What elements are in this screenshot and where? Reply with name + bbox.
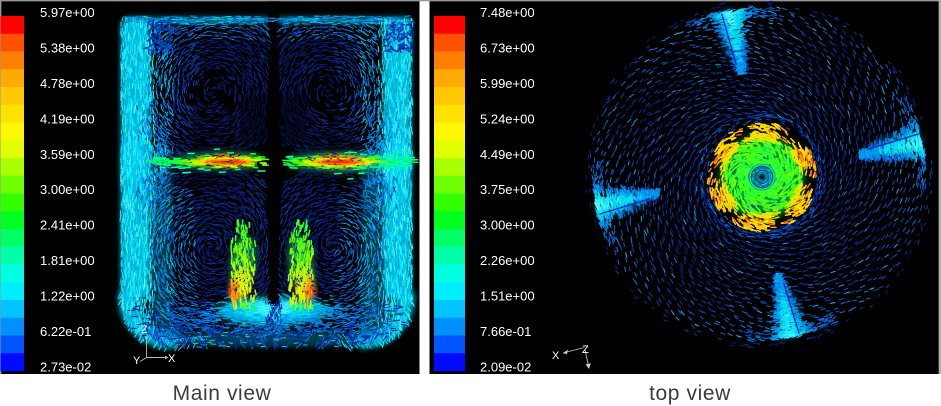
svg-text:3.00e+00: 3.00e+00 — [40, 182, 95, 197]
svg-text:2.09e-02: 2.09e-02 — [480, 360, 531, 375]
svg-text:6.22e-01: 6.22e-01 — [40, 324, 91, 339]
svg-text:X: X — [552, 350, 560, 362]
svg-text:top view: top view — [649, 382, 731, 405]
svg-text:2.73e-02: 2.73e-02 — [40, 360, 91, 375]
svg-text:4.49e+00: 4.49e+00 — [480, 147, 535, 162]
svg-text:3.59e+00: 3.59e+00 — [40, 147, 95, 162]
svg-text:5.24e+00: 5.24e+00 — [480, 111, 535, 126]
svg-text:7.48e+00: 7.48e+00 — [480, 5, 535, 20]
svg-text:3.00e+00: 3.00e+00 — [480, 218, 535, 233]
svg-text:1.51e+00: 1.51e+00 — [480, 289, 535, 304]
svg-text:7.66e-01: 7.66e-01 — [480, 324, 531, 339]
svg-text:3.75e+00: 3.75e+00 — [480, 182, 535, 197]
svg-text:Z: Z — [582, 344, 589, 356]
svg-text:5.97e+00: 5.97e+00 — [40, 5, 95, 20]
svg-text:Y: Y — [133, 355, 141, 367]
svg-text:Z: Z — [141, 324, 148, 336]
svg-text:2.26e+00: 2.26e+00 — [480, 253, 535, 268]
svg-text:5.99e+00: 5.99e+00 — [480, 76, 535, 91]
svg-text:4.19e+00: 4.19e+00 — [40, 111, 95, 126]
svg-text:1.22e+00: 1.22e+00 — [40, 289, 95, 304]
svg-text:1.81e+00: 1.81e+00 — [40, 253, 95, 268]
svg-text:2.41e+00: 2.41e+00 — [40, 218, 95, 233]
svg-text:6.73e+00: 6.73e+00 — [480, 41, 535, 56]
svg-text:X: X — [168, 353, 176, 365]
svg-text:Main view: Main view — [173, 382, 272, 405]
svg-text:5.38e+00: 5.38e+00 — [40, 41, 95, 56]
svg-text:4.78e+00: 4.78e+00 — [40, 76, 95, 91]
